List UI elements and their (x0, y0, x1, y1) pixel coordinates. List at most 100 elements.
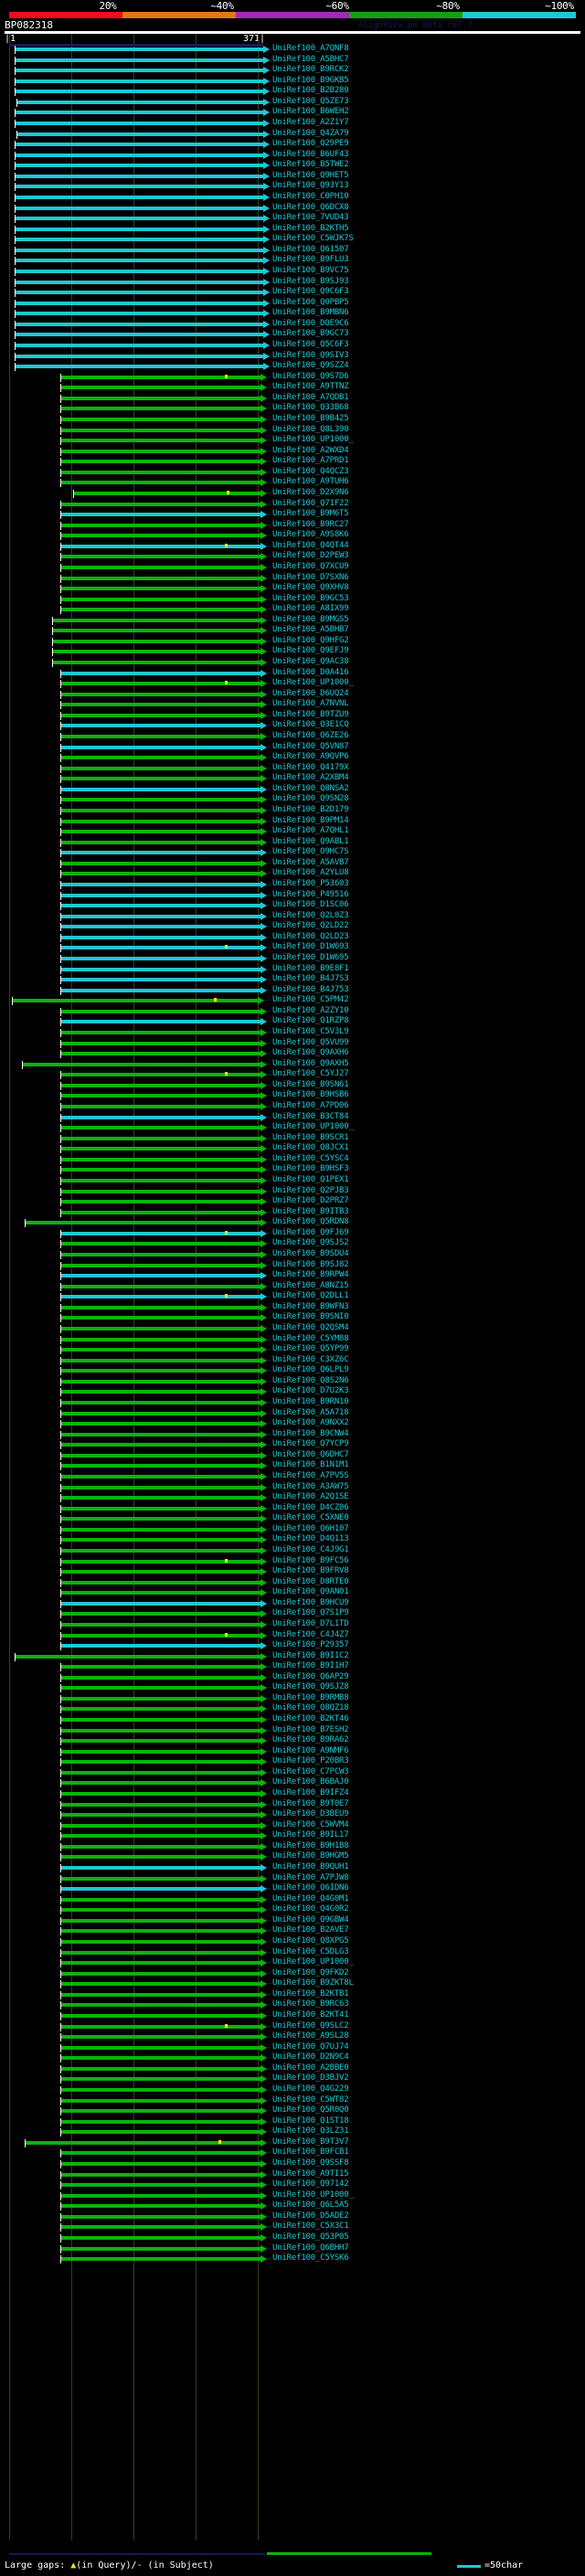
hit-row[interactable]: UniRef100_A9TI15 (0, 2169, 585, 2180)
hit-row[interactable]: UniRef100_B9CNW4 (0, 1429, 585, 1440)
hsp-bar[interactable] (60, 2130, 261, 2135)
hsp-bar[interactable] (60, 1696, 261, 1701)
hit-row[interactable]: UniRef100_B9FCB1 (0, 2147, 585, 2158)
hit-label[interactable]: UniRef100_B9RC27 (272, 519, 349, 529)
hit-row[interactable]: UniRef100_P20BR3 (0, 1756, 585, 1767)
hit-row[interactable]: UniRef100_B9RC63 (0, 1999, 585, 2010)
hsp-bar[interactable] (60, 1992, 261, 1997)
hit-label[interactable]: UniRef100_Q9SLC2 (272, 2020, 349, 2030)
hsp-bar[interactable] (60, 819, 261, 823)
hit-label[interactable]: UniRef100_A7PD06 (272, 1101, 349, 1110)
hsp-bar[interactable] (60, 1675, 261, 1680)
hsp-bar[interactable] (60, 967, 261, 971)
hsp-bar[interactable] (60, 2066, 261, 2071)
hit-label[interactable]: UniRef100_B9PM14 (272, 815, 349, 825)
hsp-bar[interactable] (60, 502, 261, 506)
hsp-bar[interactable] (60, 386, 261, 390)
hsp-bar[interactable] (60, 1887, 261, 1892)
hsp-bar[interactable] (60, 756, 261, 760)
hsp-bar[interactable] (60, 523, 261, 527)
hsp-bar[interactable] (60, 724, 261, 728)
hit-row[interactable]: UniRef100_Q7UJ74 (0, 2042, 585, 2053)
hsp-bar[interactable] (60, 2193, 261, 2198)
hit-row[interactable]: UniRef100_Q2LD23 (0, 932, 585, 943)
hit-row[interactable]: UniRef100_Q8S2N6 (0, 1376, 585, 1387)
hit-label[interactable]: UniRef100_A2ZY10 (272, 1005, 349, 1015)
hit-row[interactable]: UniRef100_D5ADE2 (0, 2211, 585, 2222)
hsp-bar[interactable] (60, 1908, 261, 1913)
hsp-bar[interactable] (60, 1982, 261, 1987)
hsp-bar[interactable] (60, 1474, 261, 1479)
hit-row[interactable]: UniRef100_Q6DCX8 (0, 203, 585, 214)
hit-row[interactable]: UniRef100_D4CZ06 (0, 1503, 585, 1514)
hsp-bar[interactable] (60, 1358, 261, 1362)
hit-row[interactable]: UniRef100_B9GKB5 (0, 76, 585, 87)
hit-row[interactable]: UniRef100_C5XNE0 (0, 1513, 585, 1524)
hsp-bar[interactable] (60, 1453, 261, 1458)
hit-label[interactable]: UniRef100_Q97142 (272, 2179, 349, 2189)
hit-row[interactable]: UniRef100_B9FRV8 (0, 1566, 585, 1577)
hit-row[interactable]: UniRef100_B9GC53 (0, 594, 585, 605)
hsp-bar[interactable] (15, 343, 263, 347)
hsp-bar[interactable] (15, 79, 263, 83)
hit-label[interactable]: UniRef100_A2Z1Y7 (272, 117, 349, 127)
hit-label[interactable]: UniRef100_A2Q1SE (272, 1492, 349, 1502)
hit-label[interactable]: UniRef100_A9TTNZ (272, 382, 349, 392)
hit-row[interactable]: UniRef100_7VUD43 (0, 213, 585, 224)
hsp-bar[interactable] (60, 2003, 261, 2008)
hit-label[interactable]: UniRef100_A9QVP6 (272, 752, 349, 762)
hsp-bar[interactable] (15, 153, 263, 157)
hsp-bar[interactable] (60, 1284, 261, 1288)
hsp-bar[interactable] (60, 1326, 261, 1330)
hsp-bar[interactable] (15, 217, 263, 221)
hit-row[interactable]: UniRef100_B2KTB1 (0, 1989, 585, 2000)
hsp-bar[interactable] (60, 2056, 261, 2061)
hsp-bar[interactable] (60, 2035, 261, 2040)
hit-label[interactable]: UniRef100_B9RN10 (272, 1396, 349, 1406)
hit-label[interactable]: UniRef100_Q4179X (272, 762, 349, 772)
hit-label[interactable]: UniRef100_Q4ZA79 (272, 128, 349, 138)
hsp-bar[interactable] (15, 259, 263, 263)
hsp-bar[interactable] (60, 1855, 261, 1860)
hsp-bar[interactable] (60, 1390, 261, 1394)
hit-row[interactable]: UniRef100_C5X3C1 (0, 2221, 585, 2232)
hsp-bar[interactable] (60, 2045, 261, 2050)
hit-row[interactable]: UniRef100_A7QDB1 (0, 393, 585, 404)
hit-label[interactable]: UniRef100_C5YSK6 (272, 2253, 349, 2263)
hit-row[interactable]: UniRef100_A2XBM4 (0, 773, 585, 784)
hit-row[interactable]: UniRef100_C5DLG3 (0, 1947, 585, 1958)
hsp-bar[interactable] (60, 1834, 261, 1839)
hit-row[interactable]: UniRef100_B9RA62 (0, 1735, 585, 1746)
hit-label[interactable]: UniRef100_D1SC06 (272, 900, 349, 910)
hsp-bar[interactable] (60, 449, 261, 453)
hsp-bar[interactable] (60, 1157, 261, 1161)
hsp-bar[interactable] (60, 1506, 261, 1511)
hit-label[interactable]: UniRef100_Q6L5A5 (272, 2200, 349, 2210)
hit-label[interactable]: UniRef100_DOE9C6 (272, 318, 349, 328)
hit-row[interactable]: UniRef100_A2ZY10 (0, 1005, 585, 1017)
hit-label[interactable]: UniRef100_B9E8F1 (272, 963, 349, 973)
hsp-bar[interactable] (60, 745, 261, 749)
hsp-bar[interactable] (60, 2014, 261, 2019)
hit-row[interactable]: UniRef100_Q4G0M1 (0, 1894, 585, 1905)
hit-row[interactable]: UniRef100_B9RC27 (0, 519, 585, 531)
hsp-bar[interactable] (60, 925, 261, 929)
hsp-bar[interactable] (60, 1580, 261, 1585)
hit-row[interactable]: UniRef100_Q7YCP9 (0, 1439, 585, 1450)
hit-label[interactable]: UniRef100_Q6DHC7 (272, 1449, 349, 1459)
hsp-bar[interactable] (60, 1918, 261, 1923)
hsp-bar[interactable] (17, 132, 263, 136)
hsp-bar[interactable] (60, 1168, 261, 1172)
hsp-bar[interactable] (60, 1622, 261, 1627)
hit-row[interactable]: UniRef100_A8IX99 (0, 604, 585, 615)
hsp-bar[interactable] (60, 1369, 261, 1373)
hit-label[interactable]: UniRef100_Q93Y13 (272, 181, 349, 191)
hsp-bar[interactable] (15, 90, 263, 94)
hit-label[interactable]: UniRef100_B9IFZ4 (272, 1788, 349, 1798)
hsp-bar[interactable] (60, 1823, 261, 1828)
hsp-bar[interactable] (60, 703, 261, 707)
hit-label[interactable]: UniRef100_D7SXN6 (272, 572, 349, 582)
hit-row[interactable]: UniRef100_Q9HET5 (0, 171, 585, 182)
hit-row[interactable]: UniRef100_D0A416 (0, 668, 585, 679)
hit-label[interactable]: UniRef100_Q1RZP8 (272, 1016, 349, 1026)
